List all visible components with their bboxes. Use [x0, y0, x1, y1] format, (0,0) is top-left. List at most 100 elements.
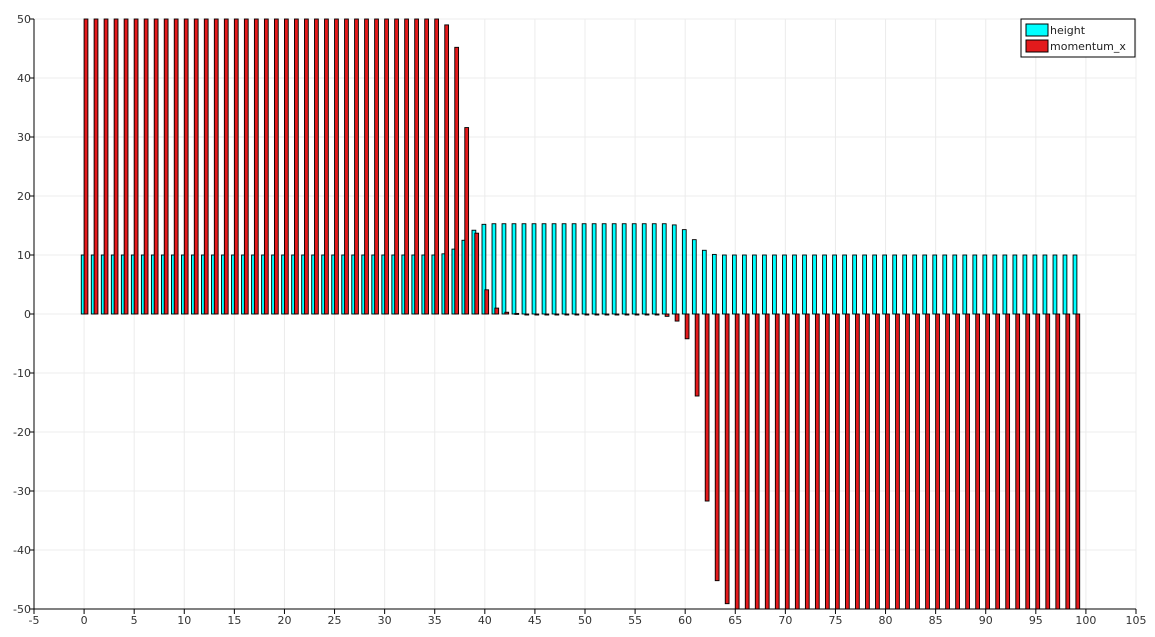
bar-momentum-x	[1035, 313, 1041, 610]
bar-height	[822, 254, 827, 315]
bar-momentum-x	[123, 18, 129, 315]
y-tick-label: -50	[13, 603, 31, 616]
x-tick-label: 0	[81, 614, 88, 627]
bar-height	[882, 254, 887, 315]
bar-height	[1072, 254, 1078, 315]
bar-height	[571, 223, 577, 315]
bar-momentum-x	[804, 313, 810, 610]
bar-momentum-x	[364, 18, 369, 315]
bar-momentum-x	[163, 18, 169, 315]
legend-swatch-height	[1025, 23, 1049, 37]
bar-momentum-x	[83, 18, 89, 315]
bar-height	[772, 254, 777, 315]
bars	[80, 18, 1081, 610]
bar-momentum-x	[965, 313, 970, 610]
bar-momentum-x	[193, 18, 199, 315]
x-tick-label: 15	[227, 614, 241, 627]
bar-height	[641, 223, 647, 315]
bar-momentum-x	[183, 18, 189, 315]
bar-momentum-x	[895, 313, 900, 610]
bar-momentum-x	[875, 313, 880, 610]
bar-height	[691, 239, 697, 315]
x-tick-label: 45	[528, 614, 542, 627]
x-tick-label: 65	[728, 614, 742, 627]
bar-momentum-x	[484, 289, 490, 315]
x-tick-label: 20	[277, 614, 291, 627]
x-tick-label: 105	[1126, 614, 1147, 627]
x-tick-label: 25	[328, 614, 342, 627]
bar-height	[842, 254, 847, 315]
x-axis-ticks: -5 0 5 10 15 20 25 30 35 40 45 50 55 60 65 70 75 80 85 90 95…	[29, 609, 1147, 627]
y-tick-label: -30	[13, 485, 31, 498]
bar-height	[852, 254, 857, 315]
bar-height	[661, 223, 667, 315]
bar-height	[832, 254, 837, 315]
bar-height	[1042, 254, 1048, 315]
bar-momentum-x	[654, 313, 660, 316]
bar-momentum-x	[444, 24, 450, 315]
bar-height	[501, 223, 507, 315]
y-tick-label: 0	[24, 308, 31, 321]
bar-height	[932, 254, 938, 315]
bar-height	[671, 224, 677, 315]
x-tick-label: -5	[29, 614, 40, 627]
x-tick-label: 70	[778, 614, 792, 627]
bar-momentum-x	[263, 18, 269, 315]
bar-height	[1022, 254, 1028, 315]
bar-momentum-x	[354, 18, 359, 315]
bar-height	[782, 254, 787, 315]
bar-momentum-x	[414, 18, 419, 315]
x-tick-label: 85	[929, 614, 943, 627]
bar-momentum-x	[644, 313, 650, 316]
bar-height	[581, 223, 587, 315]
bar-momentum-x	[594, 313, 600, 316]
bar-height	[631, 223, 637, 315]
y-tick-label: -40	[13, 544, 31, 557]
y-tick-label: -20	[13, 426, 31, 439]
x-tick-label: 95	[1029, 614, 1043, 627]
x-tick-label: 75	[828, 614, 842, 627]
bar-height	[511, 223, 517, 315]
bar-momentum-x	[344, 18, 349, 315]
bar-momentum-x	[1045, 313, 1051, 610]
bar-momentum-x	[273, 18, 279, 315]
bar-momentum-x	[133, 18, 139, 315]
bar-momentum-x	[855, 313, 860, 610]
legend-label-height: height	[1050, 24, 1086, 37]
bar-momentum-x	[213, 18, 219, 315]
bar-height	[872, 254, 877, 315]
bar-momentum-x	[955, 313, 960, 610]
bar-momentum-x	[203, 18, 209, 315]
bar-momentum-x	[674, 313, 680, 322]
bar-height	[982, 254, 988, 315]
bar-momentum-x	[93, 18, 99, 315]
bar-momentum-x	[574, 313, 580, 316]
bar-momentum-x	[835, 313, 840, 610]
bar-momentum-x	[1055, 313, 1061, 610]
y-tick-label: 40	[17, 72, 31, 85]
bar-height	[561, 223, 567, 315]
bar-height	[711, 253, 717, 315]
bar-momentum-x	[694, 313, 700, 397]
bar-momentum-x	[584, 313, 590, 316]
bar-height	[551, 223, 557, 315]
bar-momentum-x	[794, 313, 800, 610]
bar-height	[742, 254, 747, 315]
bar-momentum-x	[304, 18, 309, 315]
bar-height	[681, 229, 687, 315]
bar-height	[942, 254, 948, 315]
bar-momentum-x	[865, 313, 870, 610]
bar-momentum-x	[394, 18, 399, 315]
bar-momentum-x	[434, 18, 439, 315]
x-tick-label: 40	[478, 614, 492, 627]
bar-height	[912, 254, 918, 315]
x-tick-label: 60	[678, 614, 692, 627]
bar-momentum-x	[845, 313, 850, 610]
bar-momentum-x	[103, 18, 109, 315]
x-tick-label: 55	[628, 614, 642, 627]
bar-momentum-x	[744, 313, 750, 610]
bar-momentum-x	[734, 313, 740, 610]
bar-momentum-x	[243, 18, 249, 315]
legend-swatch-momentum-x	[1025, 39, 1049, 53]
